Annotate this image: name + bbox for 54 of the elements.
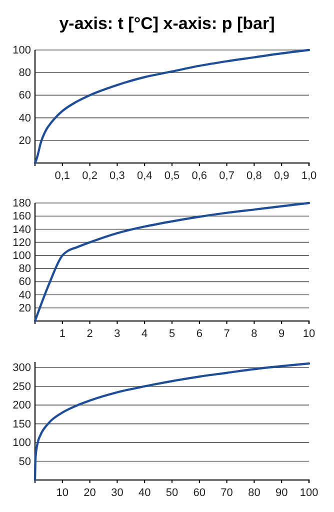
- x-tick-label: 4: [142, 328, 148, 340]
- x-tick-label: 7: [224, 328, 230, 340]
- y-tick-label: 250: [12, 380, 31, 393]
- y-tick-label: 80: [18, 67, 31, 80]
- x-tick-label: 20: [84, 486, 96, 499]
- y-tick-label: 40: [18, 289, 31, 302]
- x-tick-label: 40: [138, 486, 151, 499]
- y-tick-label: 100: [12, 437, 31, 450]
- y-tick-label: 60: [18, 90, 31, 102]
- y-tick-label: 60: [18, 276, 31, 288]
- x-tick-label: 0,8: [246, 170, 262, 182]
- x-tick-label: 0,3: [110, 170, 125, 182]
- y-tick-label: 100: [12, 250, 31, 262]
- x-tick-label: 60: [193, 486, 206, 499]
- y-tick-label: 300: [12, 362, 31, 374]
- x-tick-label: 0,7: [219, 170, 234, 182]
- y-tick-label: 20: [18, 302, 31, 314]
- line-series: [34, 48, 310, 164]
- x-tick-label: 6: [196, 328, 202, 340]
- x-tick-label: 8: [251, 328, 258, 340]
- x-tick-label: 9: [278, 328, 285, 340]
- y-tick-label: 160: [12, 210, 31, 223]
- y-tick-label: 120: [12, 236, 31, 249]
- x-tick-label: 80: [248, 486, 260, 499]
- y-tick-label: 150: [12, 418, 31, 430]
- x-tick-label: 1: [59, 328, 66, 340]
- x-tick-label: 50: [166, 486, 178, 499]
- x-tick-label: 0,6: [192, 170, 208, 182]
- x-tick-label: 0,4: [136, 170, 152, 182]
- x-tick-label: 0,2: [82, 170, 98, 182]
- x-tick-label: 3: [114, 328, 120, 340]
- x-tick-label: 10: [56, 486, 69, 499]
- x-tick-label: 2: [86, 328, 93, 340]
- x-tick-label: 30: [111, 486, 124, 499]
- y-tick-label: 80: [18, 263, 31, 276]
- x-tick-label: 5: [168, 328, 176, 340]
- x-tick-label: 100: [300, 486, 318, 499]
- x-tick-label: 0,1: [54, 170, 70, 182]
- x-tick-label: 70: [220, 486, 233, 499]
- y-tick-label: 50: [18, 456, 31, 468]
- y-tick-label: 180: [12, 198, 31, 210]
- y-tick-label: 200: [12, 400, 31, 412]
- y-tick-label: 100: [12, 44, 31, 57]
- line-series: [34, 362, 310, 482]
- x-tick-label: 10: [302, 328, 316, 340]
- x-tick-label: 0,5: [164, 170, 180, 182]
- line-series: [34, 202, 310, 322]
- y-tick-label: 140: [12, 224, 31, 236]
- chart-title: y-axis: t [°C] x-axis: p [bar]: [59, 14, 275, 33]
- y-tick-label: 20: [18, 134, 31, 147]
- x-tick-label: 90: [275, 486, 288, 499]
- x-tick-label: 1,0: [301, 170, 317, 182]
- y-tick-label: 40: [18, 112, 31, 124]
- x-tick-label: 0,9: [274, 170, 290, 182]
